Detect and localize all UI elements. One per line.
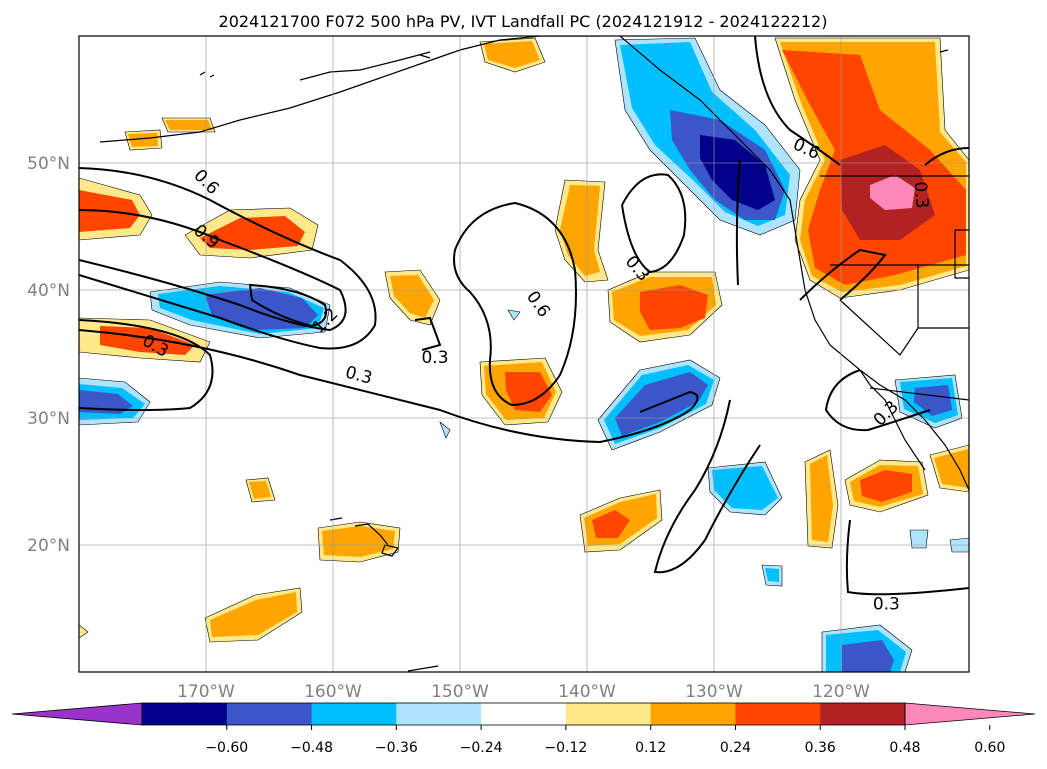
gridlines (79, 36, 969, 672)
latitude-labels: 50°N 40°N 30°N 20°N (27, 154, 70, 556)
lat-label: 30°N (27, 409, 70, 429)
contour-0.3-main (79, 329, 699, 444)
colorbar-segment (735, 703, 821, 725)
contour-label: 0.3 (873, 595, 900, 615)
colorbar-segment (650, 703, 736, 725)
contour-0.3-mexico (824, 369, 969, 596)
contour-0.6-central (453, 201, 577, 407)
lat-label: 20°N (27, 536, 70, 556)
map-border (78, 35, 970, 673)
hawaii-islands (329, 517, 400, 557)
contour-0.6-north (735, 36, 841, 286)
lat-label: 50°N (27, 154, 70, 174)
contour-0.3-east-loop (621, 173, 687, 274)
colorbar: −0.60 −0.48 −0.36 −0.24 −0.12 0.12 0.24 0.36 0.4… (11, 702, 1036, 756)
colorbar-extend-high (904, 702, 1036, 726)
contour-0.3-canada (924, 147, 969, 166)
alaska-coast (99, 36, 600, 143)
colorbar-segment (311, 703, 397, 725)
colorbar-tick-label: −0.12 (544, 740, 587, 756)
colorbar-tick-label: 0.48 (889, 740, 920, 756)
colorbar-segment (820, 703, 906, 725)
lat-label: 40°N (27, 281, 70, 301)
colorbar-segment (396, 703, 482, 725)
colorbar-extend-low (11, 702, 143, 726)
pv-contours (79, 36, 969, 596)
lon-label: 150°W (431, 682, 489, 702)
colorbar-tick-label: 0.60 (974, 740, 1005, 756)
map-title: 2024121700 F072 500 hPa PV, IVT Landfall… (219, 12, 828, 31)
colorbar-tick-label: 0.12 (635, 740, 666, 756)
shaded-fields (79, 37, 969, 672)
contour-0.3-west-coast (799, 248, 887, 301)
north-america-coast (619, 36, 969, 491)
baja-coast (859, 369, 926, 471)
mexico-border (869, 387, 969, 401)
lon-label: 160°W (304, 682, 362, 702)
contour-0.6-outer (79, 167, 377, 350)
colorbar-segment (142, 703, 228, 725)
contour-label: 0.3 (421, 348, 448, 368)
colorbar-tick-label: −0.60 (205, 740, 248, 756)
longitude-labels: 170°W 160°W 150°W 140°W 130°W 120°W (177, 682, 870, 702)
contour-0.9 (79, 209, 347, 332)
lon-label: 120°W (812, 682, 870, 702)
colorbar-segment (481, 703, 567, 725)
coastlines (99, 36, 969, 672)
lon-label: 140°W (558, 682, 616, 702)
colorbar-frame (141, 702, 906, 726)
colorbar-tick-label: −0.48 (290, 740, 333, 756)
contour-0.3-subtropical (653, 399, 761, 574)
lon-label: 130°W (685, 682, 743, 702)
colorbar-tick-label: −0.36 (375, 740, 418, 756)
contour-0.3-west (79, 319, 214, 411)
contour-1.2 (248, 283, 328, 328)
contour-label: 0.3 (910, 181, 932, 210)
colorbar-tick-label: 0.36 (805, 740, 836, 756)
contour-0.3-small (414, 316, 442, 351)
lon-label: 170°W (177, 682, 235, 702)
colorbar-tick-label: −0.24 (460, 740, 503, 756)
colorbar-tick-label: 0.24 (720, 740, 751, 756)
colorbar-segment (226, 703, 313, 725)
colorbar-segment (565, 703, 652, 725)
